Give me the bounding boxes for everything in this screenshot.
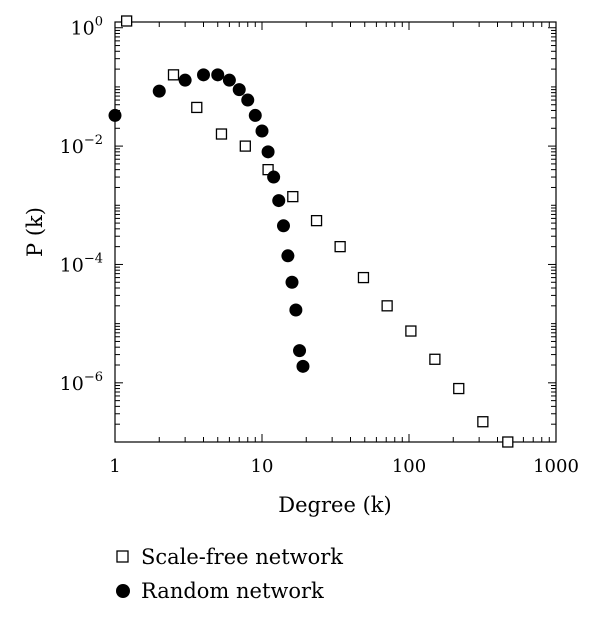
random-point <box>289 303 303 317</box>
legend-item-scale-free: Scale-free network <box>113 540 343 574</box>
scale-free-point <box>357 271 370 284</box>
x-axis-label: Degree (k) <box>278 493 391 517</box>
legend-item-random: Random network <box>113 574 343 608</box>
legend: Scale-free network Random network <box>113 540 343 608</box>
plot-frame <box>114 21 557 443</box>
random-point <box>241 93 255 107</box>
y-tick-label: 10−4 <box>60 251 103 276</box>
filled-circle-icon <box>113 581 133 601</box>
x-tick-label: 100 <box>392 456 426 477</box>
scale-free-point <box>502 436 514 448</box>
random-point <box>232 83 246 97</box>
scale-free-point <box>381 300 393 312</box>
x-axis: 1 10 100 1000 <box>109 22 579 477</box>
random-point <box>296 359 310 373</box>
random-point <box>108 108 122 122</box>
scale-free-point <box>191 101 203 114</box>
legend-label-random: Random network <box>141 579 324 603</box>
random-point <box>272 194 286 208</box>
random-point <box>255 124 269 138</box>
scale-free-point <box>239 140 251 152</box>
random-point <box>293 344 307 358</box>
scale-free-point <box>334 240 346 253</box>
y-tick-label: 10−6 <box>60 370 103 395</box>
y-tick-label: 100 <box>71 15 103 40</box>
scale-free-point <box>477 416 489 428</box>
scale-free-point <box>310 214 323 227</box>
random-point <box>267 170 281 184</box>
random-point <box>197 68 211 82</box>
random-point <box>178 73 192 87</box>
scale-free-point <box>429 353 441 365</box>
legend-label-scale-free: Scale-free network <box>141 545 344 569</box>
random-point <box>281 249 295 263</box>
random-point <box>276 219 290 233</box>
scale-free-point <box>453 382 465 395</box>
y-tick-label: 10−2 <box>60 133 103 158</box>
y-axis-label: P (k) <box>23 207 47 257</box>
random-point <box>261 145 275 159</box>
scale-free-point <box>287 190 299 203</box>
x-tick-label: 10 <box>251 456 274 477</box>
scale-free-point <box>405 325 417 337</box>
x-tick-label: 1000 <box>533 456 579 477</box>
random-point <box>222 73 236 87</box>
data-points <box>108 15 514 448</box>
scale-free-point <box>215 128 228 140</box>
random-point <box>211 68 225 82</box>
y-axis: 100 10−2 10−4 10−6 <box>60 15 556 443</box>
random-point <box>285 275 299 289</box>
x-tick-label: 1 <box>109 456 120 477</box>
scale-free-point <box>167 69 180 81</box>
random-point <box>152 84 166 98</box>
random-point <box>248 108 262 122</box>
scale-free-point <box>120 15 133 27</box>
open-square-icon <box>113 547 133 567</box>
